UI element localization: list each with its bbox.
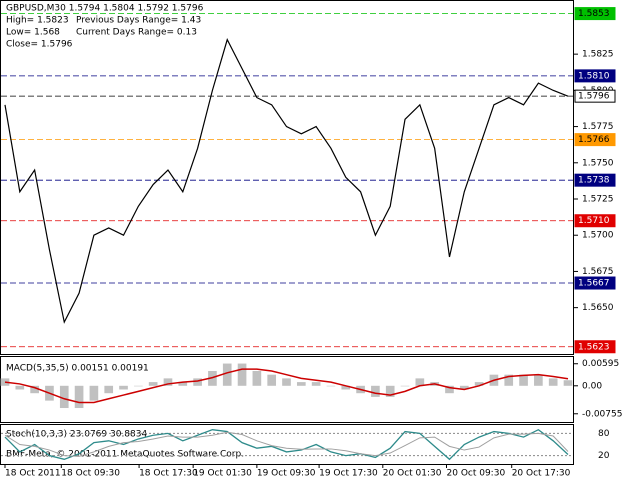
y-tick-label: 1.5750 — [582, 158, 614, 168]
prev-range: Previous Days Range= 1.43 — [76, 16, 201, 26]
level-label: 1.5710 — [578, 216, 610, 226]
macd-bar — [534, 374, 543, 386]
level-box — [574, 276, 616, 290]
macd-bar — [504, 374, 514, 386]
level-label: 1.5766 — [578, 135, 610, 145]
level-box — [574, 69, 616, 83]
panel-title: MACD(5,35,5) 0.00151 0.00191 — [6, 364, 149, 374]
y-tick-label: 1.5725 — [582, 195, 614, 205]
x-tick-label: 19 Oct 09:30 — [257, 469, 316, 479]
stoch-line — [4, 428, 569, 461]
macd-bar — [178, 382, 188, 386]
macd-bar — [15, 385, 25, 390]
macd-bar — [400, 385, 410, 387]
macd-bar — [341, 385, 351, 390]
cur-range: Current Days Range= 0.13 — [76, 28, 197, 38]
y-tick-label: 0.00 — [582, 381, 602, 391]
level-box — [574, 7, 616, 21]
price-panel — [0, 0, 574, 355]
level-label: 1.5810 — [578, 71, 610, 81]
y-tick-label: 1.5775 — [582, 122, 614, 132]
level-box — [574, 133, 616, 147]
x-tick-label: 19 Oct 01:30 — [193, 469, 252, 479]
macd-bar — [237, 363, 247, 386]
stoch-line — [4, 431, 569, 457]
x-tick-label: 20 Oct 17:30 — [512, 469, 571, 479]
y-tick-label: 1.5825 — [582, 50, 614, 60]
level-label: 1.5796 — [578, 92, 610, 102]
y-tick-label: 0.00595 — [582, 359, 619, 369]
x-tick-label: 20 Oct 01:30 — [383, 469, 442, 479]
macd-bar — [59, 385, 69, 409]
macd-bar — [134, 385, 143, 387]
close: Close= 1.5796 — [6, 40, 73, 50]
y-tick-label: 80 — [598, 429, 610, 439]
macd-bar — [459, 385, 469, 390]
level-box — [574, 214, 616, 228]
level-label: 1.5738 — [578, 176, 610, 186]
x-tick-label: 18 Oct 09:30 — [61, 469, 120, 479]
level-box — [574, 89, 616, 103]
macd-bar — [119, 385, 128, 390]
y-tick-label: -0.00755 — [582, 409, 622, 419]
stoch-panel — [0, 424, 574, 465]
macd-bar — [74, 385, 84, 409]
macd-bar — [548, 378, 558, 386]
macd-bar — [148, 382, 158, 386]
symbol-line: GBPUSD,M30 1.5794 1.5804 1.5792 1.5796 — [6, 4, 204, 14]
macd-bar — [296, 382, 306, 386]
macd-bar — [563, 380, 573, 386]
x-tick-label: 18 Oct 2011 — [5, 469, 61, 479]
y-tick-label: 1.5700 — [582, 231, 614, 241]
macd-bar — [282, 378, 291, 386]
level-box — [574, 173, 616, 187]
macd-bar — [163, 378, 173, 386]
macd-bar — [193, 378, 202, 386]
level-label: 1.5623 — [578, 342, 610, 352]
macd-bar — [89, 385, 99, 401]
macd-bar — [445, 385, 454, 394]
macd-bar — [252, 370, 262, 386]
panel-title: Stoch(10,3,3) 23.0769 30.8834 — [6, 430, 147, 440]
macd-bar — [326, 385, 336, 387]
macd-bar — [474, 382, 484, 386]
x-tick-label: 20 Oct 09:30 — [447, 469, 506, 479]
macd-signal — [4, 368, 569, 404]
y-tick-label: 1.5675 — [582, 267, 614, 277]
level-label: 1.5853 — [578, 9, 610, 19]
macd-bar — [519, 374, 528, 386]
macd-bar — [267, 374, 277, 386]
macd-bar — [415, 378, 425, 386]
high: High= 1.5823 — [6, 16, 69, 26]
macd-bar — [311, 382, 321, 386]
y-tick-label: 1.5650 — [582, 303, 614, 313]
level-box — [574, 340, 616, 354]
y-tick-label: 20 — [598, 451, 610, 461]
level-label: 1.5667 — [578, 279, 610, 289]
macd-bar — [371, 385, 380, 397]
footer: BMF-Meta, © 2001-2011 MetaQuotes Softwar… — [6, 450, 244, 460]
macd-bar — [385, 385, 395, 397]
macd-bar — [104, 385, 114, 394]
x-tick-label: 19 Oct 17:30 — [319, 469, 378, 479]
price-line — [4, 38, 569, 324]
macd-bar — [30, 385, 39, 394]
macd-bar — [222, 363, 232, 386]
x-tick-label: 18 Oct 17:30 — [139, 469, 198, 479]
low: Low= 1.568 — [6, 28, 60, 38]
